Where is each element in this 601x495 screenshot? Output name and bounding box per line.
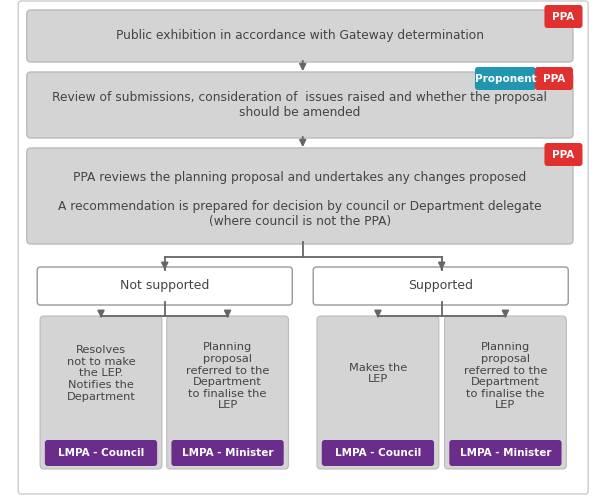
Text: Planning
proposal
referred to the
Department
to finalise the
LEP: Planning proposal referred to the Depart… — [464, 343, 547, 410]
Text: Public exhibition in accordance with Gateway determination: Public exhibition in accordance with Gat… — [116, 30, 484, 43]
Text: PPA: PPA — [543, 73, 565, 84]
Text: Proponent: Proponent — [475, 73, 536, 84]
FancyBboxPatch shape — [27, 148, 573, 244]
FancyBboxPatch shape — [18, 1, 588, 494]
Text: LMPA - Council: LMPA - Council — [335, 448, 421, 458]
Text: Not supported: Not supported — [120, 280, 209, 293]
Text: LMPA - Council: LMPA - Council — [58, 448, 144, 458]
Text: A recommendation is prepared for decision by council or Department delegate
(whe: A recommendation is prepared for decisio… — [58, 200, 542, 228]
Text: Resolves
not to make
the LEP.
Notifies the
Department: Resolves not to make the LEP. Notifies t… — [67, 346, 135, 402]
Text: Supported: Supported — [408, 280, 473, 293]
FancyBboxPatch shape — [445, 316, 566, 469]
Text: PPA: PPA — [552, 149, 575, 159]
FancyBboxPatch shape — [535, 67, 573, 90]
Text: PPA: PPA — [552, 11, 575, 21]
FancyBboxPatch shape — [475, 67, 536, 90]
FancyBboxPatch shape — [166, 316, 288, 469]
FancyBboxPatch shape — [45, 440, 157, 466]
Text: Makes the
LEP: Makes the LEP — [349, 363, 407, 384]
FancyBboxPatch shape — [450, 440, 561, 466]
Text: Planning
proposal
referred to the
Department
to finalise the
LEP: Planning proposal referred to the Depart… — [186, 343, 269, 410]
Text: PPA reviews the planning proposal and undertakes any changes proposed: PPA reviews the planning proposal and un… — [73, 171, 526, 185]
Text: Review of submissions, consideration of  issues raised and whether the proposal
: Review of submissions, consideration of … — [52, 91, 548, 119]
FancyBboxPatch shape — [40, 316, 162, 469]
FancyBboxPatch shape — [322, 440, 434, 466]
Text: LMPA - Minister: LMPA - Minister — [460, 448, 551, 458]
FancyBboxPatch shape — [27, 72, 573, 138]
FancyBboxPatch shape — [37, 267, 292, 305]
FancyBboxPatch shape — [545, 5, 582, 28]
FancyBboxPatch shape — [545, 143, 582, 166]
FancyBboxPatch shape — [171, 440, 284, 466]
Text: LMPA - Minister: LMPA - Minister — [182, 448, 273, 458]
FancyBboxPatch shape — [313, 267, 568, 305]
FancyBboxPatch shape — [27, 10, 573, 62]
FancyBboxPatch shape — [317, 316, 439, 469]
